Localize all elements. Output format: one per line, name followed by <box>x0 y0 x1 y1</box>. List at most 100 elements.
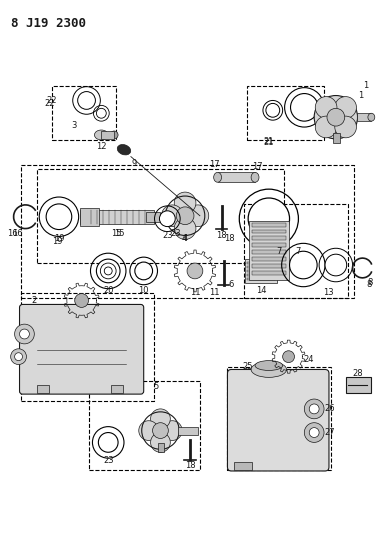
Text: 20: 20 <box>103 286 113 295</box>
Bar <box>227 367 331 470</box>
Bar <box>21 165 354 297</box>
Text: 18: 18 <box>185 461 195 470</box>
Text: 26: 26 <box>325 405 335 414</box>
Bar <box>247 270 275 272</box>
Circle shape <box>315 116 337 138</box>
Text: 22: 22 <box>45 99 55 108</box>
Text: 17: 17 <box>252 162 262 171</box>
Bar <box>178 426 198 434</box>
Text: 10: 10 <box>138 286 149 295</box>
Bar <box>37 169 283 263</box>
Circle shape <box>325 254 347 276</box>
Text: 19: 19 <box>52 237 62 246</box>
Bar <box>21 293 154 401</box>
Circle shape <box>11 349 26 365</box>
Text: 4: 4 <box>181 234 187 243</box>
Text: 12: 12 <box>96 142 107 151</box>
Bar <box>89 381 200 470</box>
Circle shape <box>46 204 72 230</box>
Circle shape <box>152 423 168 439</box>
Bar <box>159 443 164 453</box>
Text: 28: 28 <box>352 369 363 378</box>
Ellipse shape <box>117 144 131 155</box>
Circle shape <box>15 353 23 361</box>
Bar <box>249 221 288 280</box>
Bar <box>252 250 286 254</box>
Circle shape <box>139 421 159 440</box>
Circle shape <box>266 103 280 117</box>
Text: 11: 11 <box>209 288 220 297</box>
Text: 21: 21 <box>264 139 274 147</box>
Text: 21: 21 <box>264 138 274 147</box>
Text: 22: 22 <box>47 96 57 105</box>
Ellipse shape <box>94 130 108 140</box>
Text: 23: 23 <box>162 231 173 240</box>
Text: 23: 23 <box>103 456 113 465</box>
Bar <box>346 377 371 393</box>
Circle shape <box>15 324 34 344</box>
Bar <box>247 278 275 280</box>
Bar <box>252 271 286 275</box>
Text: 24: 24 <box>303 355 314 364</box>
Bar <box>79 210 154 224</box>
Circle shape <box>174 192 196 214</box>
Text: 1: 1 <box>358 91 363 100</box>
Text: 4: 4 <box>183 234 188 243</box>
Bar <box>79 208 99 225</box>
Text: 8: 8 <box>367 280 372 289</box>
Circle shape <box>99 433 118 453</box>
Circle shape <box>304 423 324 442</box>
Ellipse shape <box>251 172 259 182</box>
Text: 16: 16 <box>12 229 23 238</box>
Text: 8 J19 2300: 8 J19 2300 <box>11 17 86 30</box>
Text: 16: 16 <box>7 229 18 238</box>
Bar <box>252 237 286 240</box>
Text: 5: 5 <box>153 382 158 391</box>
Circle shape <box>162 421 182 440</box>
Bar <box>247 86 324 140</box>
Bar <box>235 462 252 470</box>
Circle shape <box>315 96 337 118</box>
Circle shape <box>187 263 203 279</box>
Bar <box>37 385 49 393</box>
Text: 2: 2 <box>32 296 37 305</box>
Bar <box>111 385 123 393</box>
Circle shape <box>309 404 319 414</box>
Bar <box>244 204 348 297</box>
Bar <box>333 133 340 143</box>
Bar <box>252 223 286 227</box>
Circle shape <box>135 262 152 280</box>
FancyBboxPatch shape <box>227 369 329 471</box>
Text: 27: 27 <box>325 428 335 437</box>
Text: 14: 14 <box>256 286 266 295</box>
Text: 1: 1 <box>363 81 368 90</box>
Circle shape <box>335 116 356 138</box>
Circle shape <box>96 259 120 283</box>
Bar <box>252 244 286 247</box>
Circle shape <box>283 351 295 362</box>
Ellipse shape <box>214 172 222 182</box>
Bar <box>252 257 286 261</box>
Circle shape <box>174 217 196 239</box>
Text: 15: 15 <box>111 229 121 238</box>
Text: 23: 23 <box>170 229 181 238</box>
Bar <box>52 86 116 140</box>
Bar <box>356 113 371 121</box>
Bar <box>218 172 255 182</box>
Bar <box>247 274 275 276</box>
Circle shape <box>291 94 318 121</box>
Circle shape <box>159 211 175 227</box>
Text: 11: 11 <box>190 288 200 297</box>
Bar <box>247 262 275 264</box>
Text: 7: 7 <box>296 247 301 256</box>
Circle shape <box>151 409 170 429</box>
Circle shape <box>151 433 170 453</box>
Text: 18: 18 <box>224 234 235 243</box>
Circle shape <box>187 205 209 227</box>
Circle shape <box>309 427 319 438</box>
Circle shape <box>290 251 317 279</box>
Circle shape <box>162 205 183 227</box>
Bar <box>247 266 275 268</box>
Text: 25: 25 <box>242 362 253 371</box>
Circle shape <box>304 399 324 419</box>
